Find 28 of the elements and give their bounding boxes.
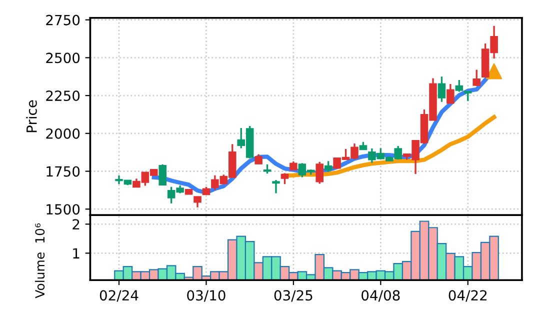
candlestick	[446, 83, 454, 105]
candlestick	[254, 153, 262, 165]
candlestick	[455, 79, 464, 93]
candlestick	[272, 179, 280, 194]
y-axis-title: Price	[26, 100, 37, 132]
candlestick	[316, 161, 324, 185]
x-tick-label: 03/25	[274, 290, 312, 302]
y-tick-label: 2500	[46, 52, 80, 64]
y-tick-label: 2000	[46, 128, 80, 139]
candlestick	[263, 164, 272, 174]
candlestick	[194, 196, 202, 208]
y-tick-label: 2	[72, 219, 80, 230]
candlestick	[438, 76, 446, 103]
candlestick	[158, 164, 166, 186]
x-tick-label: 04/08	[362, 290, 400, 302]
x-tick-label: 04/22	[448, 290, 487, 302]
y-tick-label: 1750	[46, 166, 80, 177]
x-tick-label: 02/24	[100, 290, 138, 302]
candlestick	[280, 172, 289, 185]
y-tick-label: 1500	[46, 204, 80, 215]
candlestick	[464, 90, 472, 102]
candlestick	[472, 68, 480, 87]
x-tick-label: 03/10	[187, 290, 226, 302]
candlestick	[324, 160, 332, 173]
y-tick-label: 2250	[46, 90, 80, 102]
y-tick-label: 2750	[46, 14, 80, 26]
y-tick-label: 1	[73, 248, 80, 258]
y-axis-title: Volume 10⁶	[34, 223, 45, 298]
